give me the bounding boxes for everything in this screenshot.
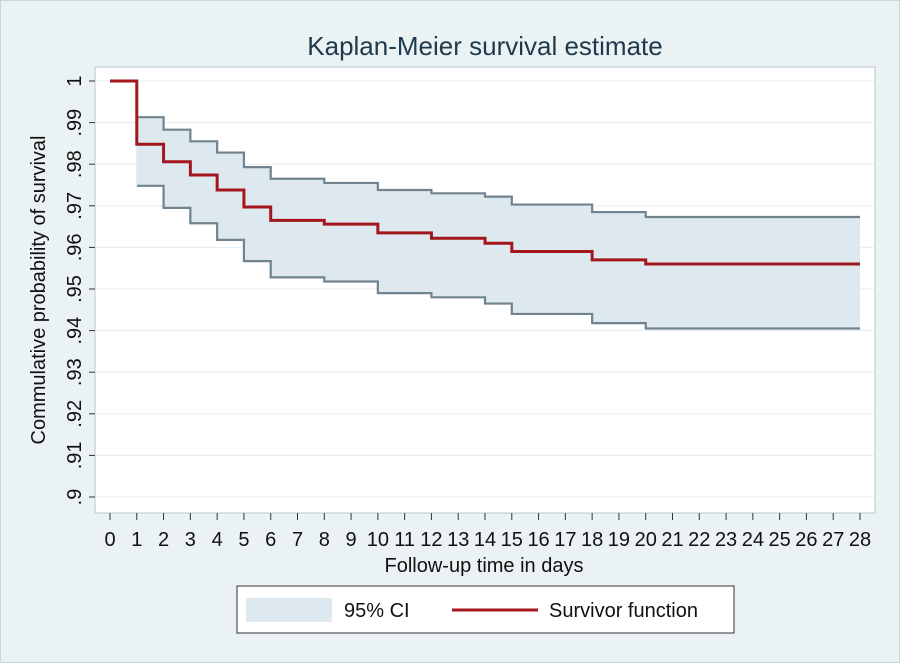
x-tick-label: 5 — [238, 529, 249, 551]
x-tick-label: 19 — [608, 529, 630, 551]
x-tick-label: 23 — [715, 529, 737, 551]
y-tick-label: .93 — [64, 358, 86, 386]
y-tick-label: .95 — [64, 275, 86, 303]
y-tick-label: .9 — [64, 489, 86, 506]
y-tick-label: .91 — [64, 441, 86, 469]
y-tick-label: .92 — [64, 400, 86, 428]
x-tick-label: 4 — [212, 529, 223, 551]
legend: 95% CI Survivor function — [236, 585, 735, 634]
y-tick-label: .98 — [64, 150, 86, 178]
x-tick-label: 16 — [527, 529, 549, 551]
x-tick-label: 21 — [661, 529, 683, 551]
survivor-function-line — [110, 79, 860, 266]
y-tick-label: 1 — [64, 75, 86, 86]
x-tick-label: 22 — [688, 529, 710, 551]
x-tick-label: 7 — [292, 529, 303, 551]
legend-survivor-label: Survivor function — [549, 600, 698, 622]
x-tick-label: 20 — [635, 529, 657, 551]
x-tick-label: 17 — [554, 529, 576, 551]
x-tick-label: 25 — [769, 529, 791, 551]
x-tick-label: 27 — [822, 529, 844, 551]
x-tick-label: 8 — [319, 529, 330, 551]
y-tick-label: .97 — [64, 192, 86, 220]
y-tick-label: .94 — [64, 317, 86, 345]
ci-upper-line — [136, 116, 860, 219]
y-axis-title: Commulative probability of survival — [28, 135, 50, 444]
ci-band-layer — [136, 116, 861, 330]
legend-ci-label: 95% CI — [344, 600, 410, 622]
x-tick-label: 10 — [367, 529, 389, 551]
x-tick-label: 11 — [394, 529, 415, 551]
x-tick-label: 9 — [346, 529, 357, 551]
x-tick-label: 3 — [185, 529, 196, 551]
y-tick-label: .99 — [64, 109, 86, 137]
ci-lower-line — [136, 184, 860, 330]
legend-ci-swatch — [246, 598, 332, 622]
x-tick-label: 14 — [474, 529, 496, 551]
chart-title: Kaplan-Meier survival estimate — [307, 31, 662, 61]
x-axis-title: Follow-up time in days — [385, 555, 584, 577]
y-tick-label: .96 — [64, 233, 86, 261]
ci-band-fill — [136, 117, 861, 329]
survivor-line-layer — [110, 79, 860, 266]
x-tick-label: 1 — [131, 529, 142, 551]
x-tick-label: 12 — [420, 529, 442, 551]
x-tick-label: 13 — [447, 529, 469, 551]
x-tick-label: 0 — [104, 529, 115, 551]
x-tick-label: 18 — [581, 529, 603, 551]
x-tick-label: 24 — [742, 529, 764, 551]
x-tick-label: 28 — [849, 529, 871, 551]
x-tick-label: 15 — [501, 529, 523, 551]
x-tick-label: 2 — [158, 529, 169, 551]
x-tick-label: 6 — [265, 529, 276, 551]
x-tick-label: 26 — [795, 529, 817, 551]
